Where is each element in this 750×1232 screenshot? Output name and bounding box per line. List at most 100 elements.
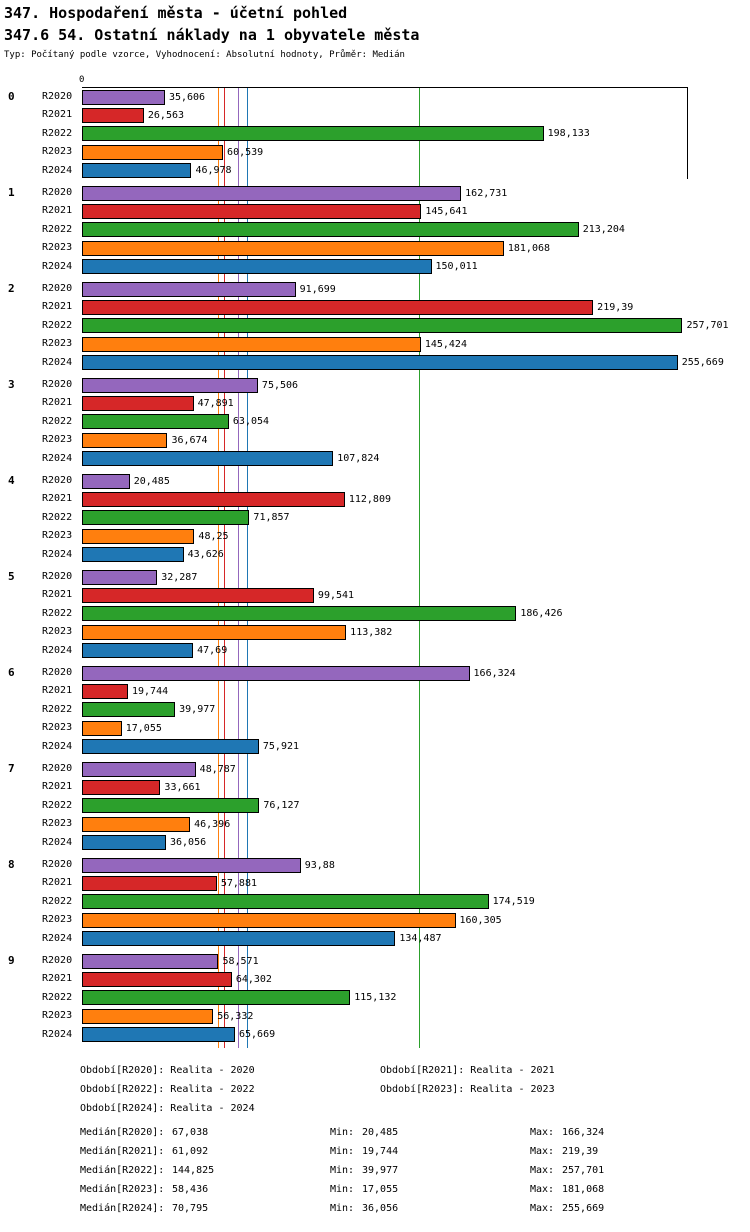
stat-min-value: 36,056: [362, 1203, 399, 1214]
series-label: R2021: [42, 397, 73, 409]
series-label: R2023: [42, 146, 73, 158]
bar-value-label: 75,921: [262, 741, 300, 753]
bar-value-label: 145,641: [425, 205, 468, 217]
series-label: R2020: [42, 379, 73, 390]
bar-value-label: 48,25: [198, 530, 229, 542]
series-label: R2020: [42, 283, 73, 294]
series-label: R2022: [42, 991, 73, 1003]
stat-max-label: Max:: [530, 1127, 555, 1138]
stat-max-label: Max:: [530, 1203, 555, 1214]
series-label: R2024: [42, 356, 73, 368]
stat-median-value: 70,795: [172, 1203, 209, 1214]
stat-min-value: 20,485: [362, 1127, 399, 1138]
series-label: R2021: [42, 109, 73, 121]
bar-value-label: 71,857: [253, 512, 290, 524]
bar-r2024: [82, 451, 334, 467]
group-label: 2: [8, 282, 15, 295]
bar-value-label: 48,787: [199, 763, 236, 775]
bar-r2024: [82, 163, 192, 179]
x-axis-end-tick: [687, 88, 688, 179]
series-label: R2022: [42, 511, 73, 523]
median-line-r2022: [419, 88, 421, 1048]
bar-r2024: [82, 259, 432, 275]
bar-r2023: [82, 240, 504, 256]
stat-median-name: Medián[R2020]:: [80, 1127, 165, 1138]
bar-value-label: 47,891: [197, 397, 234, 409]
group-label: 6: [8, 666, 15, 679]
bar-r2023: [82, 144, 224, 160]
series-label: R2024: [42, 740, 73, 752]
bar-r2021: [82, 587, 314, 603]
bar-value-label: 46,978: [195, 165, 232, 177]
stat-min-label: Min:: [330, 1203, 355, 1214]
chart-subtitle: 347.6 54. Ostatní náklady na 1 obyvatele…: [4, 26, 420, 44]
bar-r2021: [82, 395, 194, 411]
period-label: Období[R2024]: Realita - 2024: [80, 1103, 255, 1114]
bar-r2022: [82, 894, 489, 910]
bar-r2020: [82, 665, 470, 681]
bar-value-label: 35,606: [168, 91, 206, 103]
stat-min-value: 17,055: [362, 1184, 399, 1195]
bar-value-label: 46,396: [194, 818, 231, 830]
stat-min-label: Min:: [330, 1146, 355, 1157]
group-label: 1: [8, 186, 15, 199]
series-label: R2024: [42, 836, 73, 848]
stat-max-value: 219,39: [562, 1146, 599, 1157]
stats-block: Medián[R2020]: 67,038 Min: 20,485 Max: 166,32…: [0, 1123, 750, 1223]
bar-r2023: [82, 624, 347, 640]
bar-r2022: [82, 990, 351, 1006]
bar-value-label: 255,669: [681, 357, 724, 369]
series-label: R2023: [42, 530, 73, 542]
bar-r2024: [82, 739, 259, 755]
group-label: 7: [8, 762, 15, 775]
bar-r2020: [82, 185, 462, 201]
bar-value-label: 113,382: [350, 626, 393, 638]
bar-r2022: [82, 510, 250, 526]
bar-r2021: [82, 971, 232, 987]
series-label: R2021: [42, 877, 73, 889]
bar-value-label: 57,881: [220, 877, 257, 889]
chart-note: Typ: Počítaný podle vzorce, Vyhodnocení:…: [4, 50, 405, 60]
series-label: R2020: [42, 475, 73, 486]
series-label: R2021: [42, 685, 73, 697]
bar-r2021: [82, 683, 128, 699]
stat-min-label: Min:: [330, 1184, 355, 1195]
series-label: R2022: [42, 895, 73, 907]
bar-r2020: [82, 377, 258, 393]
bar-r2020: [82, 569, 158, 585]
stat-median-value: 67,038: [172, 1127, 209, 1138]
bar-value-label: 219,39: [597, 301, 634, 313]
stat-median-value: 144,825: [172, 1165, 215, 1176]
bar-r2024: [82, 355, 678, 371]
bar-value-label: 33,661: [164, 781, 201, 793]
bar-r2020: [82, 89, 165, 105]
bar-value-label: 150,011: [435, 261, 478, 273]
bar-r2021: [82, 779, 161, 795]
series-label: R2020: [42, 955, 73, 966]
chart-title: 347. Hospodaření města - účetní pohled: [4, 4, 348, 22]
x-axis-line: [82, 87, 688, 88]
series-label: R2020: [42, 763, 73, 774]
stat-max-value: 255,669: [562, 1203, 605, 1214]
series-label: R2021: [42, 589, 73, 601]
series-label: R2021: [42, 301, 73, 313]
bar-r2023: [82, 432, 168, 448]
series-label: R2023: [42, 242, 73, 254]
bar-value-label: 198,133: [547, 128, 590, 140]
bar-r2020: [82, 281, 296, 297]
series-label: R2023: [42, 626, 73, 638]
bar-r2023: [82, 336, 421, 352]
median-line-r2023: [218, 88, 220, 1048]
stat-min-label: Min:: [330, 1165, 355, 1176]
group-label: 5: [8, 570, 15, 583]
series-label: R2023: [42, 1010, 73, 1022]
bar-r2024: [82, 1027, 235, 1043]
bar-value-label: 93,88: [304, 859, 335, 871]
bar-r2021: [82, 107, 144, 123]
bar-r2020: [82, 761, 196, 777]
bar-value-label: 75,506: [261, 379, 299, 391]
bar-r2023: [82, 816, 191, 832]
series-label: R2022: [42, 703, 73, 715]
group-label: 0: [8, 90, 15, 103]
stat-max-label: Max:: [530, 1165, 555, 1176]
